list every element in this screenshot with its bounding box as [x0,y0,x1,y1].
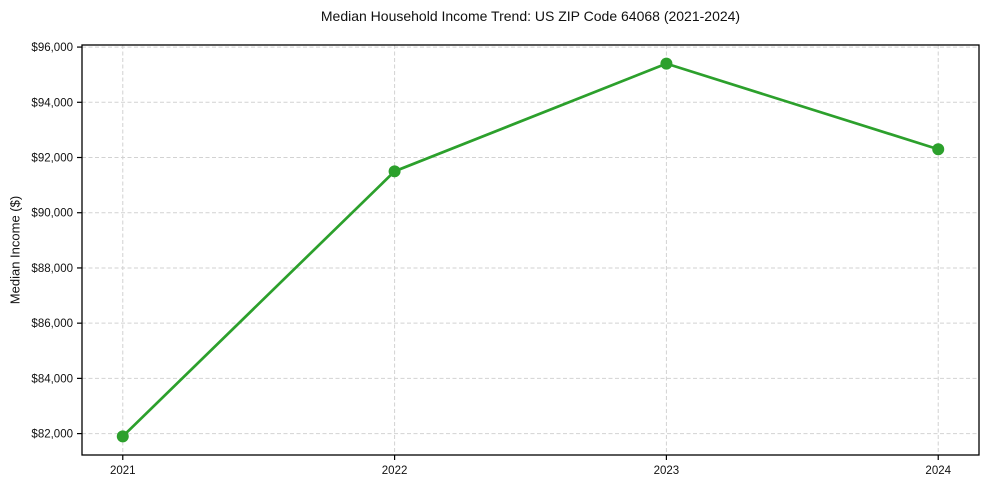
y-tick-label: $86,000 [31,318,73,330]
data-point-marker [388,165,401,178]
y-tick-label: $84,000 [31,373,73,385]
y-tick-label: $94,000 [31,97,73,109]
x-tick-label: 2021 [110,465,136,477]
y-tick-label: $96,000 [31,42,73,54]
y-tick-label: $82,000 [31,429,73,441]
x-tick-label: 2022 [382,465,408,477]
data-point-marker [116,430,129,443]
data-point-marker [932,143,945,156]
axes-spines [81,44,980,456]
data-point-marker [660,57,673,70]
x-tick-label: 2023 [654,465,680,477]
y-tick-label: $88,000 [31,263,73,275]
y-tick-label: $90,000 [31,208,73,220]
x-tick-label: 2024 [925,465,951,477]
income-trend-line [121,62,940,438]
chart-title: Median Household Income Trend: US ZIP Co… [320,8,741,24]
y-tick-label: $92,000 [31,153,73,165]
